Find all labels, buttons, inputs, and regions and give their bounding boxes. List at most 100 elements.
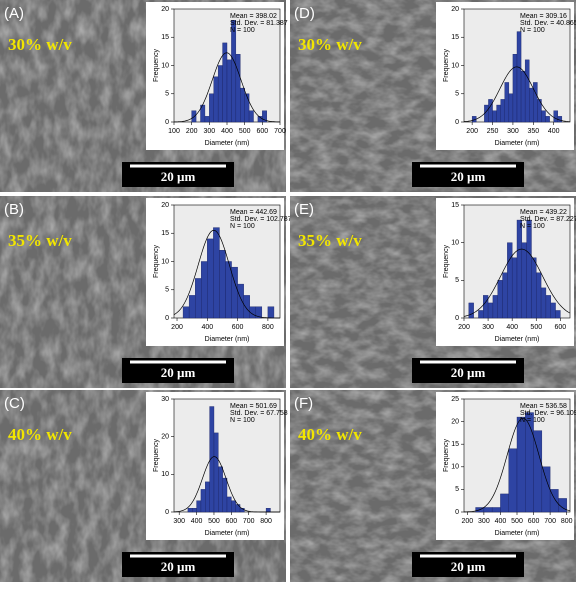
histogram-bar <box>496 104 501 123</box>
histogram-bar <box>213 432 219 513</box>
y-tick-label: 15 <box>451 202 459 209</box>
fit-curve <box>463 66 571 123</box>
panel: (E) 35% w/v 20 µm 0 5 10 15 200 300 400 500 600 Diam… <box>290 196 576 388</box>
histogram-bar <box>267 306 275 319</box>
histogram-bar <box>484 104 489 123</box>
histogram-bar <box>265 508 271 513</box>
statistic: N = 100 <box>230 223 255 230</box>
histogram-bar <box>244 93 250 123</box>
y-tick-label: 0 <box>165 315 169 322</box>
x-tick-label: 300 <box>203 128 215 135</box>
histogram-bar <box>500 493 509 513</box>
histogram-bar <box>187 508 193 513</box>
panel-label: (E) <box>294 201 314 218</box>
panel: (B) 35% w/v 20 µm 0 5 10 15 20 200 400 600 800 Diame… <box>0 196 292 388</box>
scale-bar-label: 20 µm <box>451 365 486 380</box>
scale-bar-label: 20 µm <box>451 169 486 184</box>
histogram-bar <box>200 489 206 513</box>
histogram-bar <box>201 261 208 319</box>
y-tick-label: 15 <box>451 441 459 448</box>
x-tick-label: 600 <box>256 128 268 135</box>
y-tick-label: 5 <box>455 277 459 284</box>
y-axis-label: Frequency <box>153 438 160 472</box>
histogram-bar <box>217 65 223 123</box>
x-axis-label: Diameter (nm) <box>205 530 250 537</box>
histogram-bar <box>507 242 513 319</box>
statistic: Std. Dev. = 81.387 <box>230 20 288 27</box>
panel-label: (C) <box>4 395 25 412</box>
panel-label: (A) <box>4 5 24 22</box>
y-tick-label: 10 <box>161 62 169 69</box>
histogram-bar <box>541 110 546 123</box>
statistic: Std. Dev. = 87.227 <box>520 216 576 223</box>
statistic: Std. Dev. = 40.865 <box>520 20 576 27</box>
x-tick-label: 800 <box>561 518 573 525</box>
panel-label: (B) <box>4 201 24 218</box>
histogram-bar <box>262 110 267 123</box>
histogram-bar <box>502 272 508 319</box>
y-tick-label: 5 <box>455 91 459 98</box>
x-tick-label: 200 <box>458 324 470 331</box>
y-tick-label: 20 <box>451 418 459 425</box>
y-tick-label: 15 <box>161 230 169 237</box>
histogram-bar <box>196 500 202 513</box>
histogram-bar <box>558 498 567 513</box>
panel: (F) 40% w/v 20 µm 0 5 10 15 20 25 200 300 400 500 600… <box>290 390 576 582</box>
statistic: Std. Dev. = 67.758 <box>230 410 288 417</box>
x-tick-label: 700 <box>243 518 255 525</box>
x-tick-label: 400 <box>506 324 518 331</box>
x-tick-label: 800 <box>260 518 272 525</box>
x-tick-label: 300 <box>173 518 185 525</box>
x-tick-label: 200 <box>186 128 198 135</box>
x-tick-label: 100 <box>168 128 180 135</box>
histogram-bar <box>487 302 494 319</box>
y-axis-label: Frequency <box>153 48 160 82</box>
histogram-bar <box>209 93 214 123</box>
histogram-bar <box>550 302 556 319</box>
x-axis-label: Diameter (nm) <box>495 140 540 147</box>
statistic: Mean = 536.58 <box>520 403 567 410</box>
histogram-bar <box>218 466 223 513</box>
fit-curve <box>173 52 281 123</box>
histogram-bar <box>520 70 526 123</box>
y-tick-label: 0 <box>455 509 459 516</box>
y-axis-label: Frequency <box>443 244 450 278</box>
histogram-bar <box>500 99 505 123</box>
y-tick-label: 10 <box>451 240 459 247</box>
panel-label: (F) <box>294 395 313 412</box>
histogram-bar <box>483 295 489 319</box>
histogram-bar <box>231 500 236 513</box>
histogram-bar <box>516 31 522 123</box>
concentration-label: 35% w/v <box>298 231 362 250</box>
histogram-bar <box>511 257 518 319</box>
y-tick-label: 5 <box>165 287 169 294</box>
x-tick-label: 800 <box>262 324 274 331</box>
y-tick-label: 5 <box>455 486 459 493</box>
x-tick-label: 400 <box>201 324 213 331</box>
x-tick-label: 400 <box>191 518 203 525</box>
y-tick-label: 25 <box>451 396 459 403</box>
y-tick-label: 20 <box>161 6 169 13</box>
fit-curve <box>463 248 571 317</box>
histogram-bar <box>478 310 484 319</box>
histogram-bar <box>237 283 244 319</box>
x-axis-label: Diameter (nm) <box>495 530 540 537</box>
histogram-bar <box>204 116 210 123</box>
histogram-bar <box>533 430 543 513</box>
panel: (C) 40% w/v 20 µm 0 10 20 30 300 400 500 600 700 800… <box>0 390 288 582</box>
y-tick-label: 10 <box>451 62 459 69</box>
y-tick-label: 15 <box>161 34 169 41</box>
histogram-bar <box>213 227 220 319</box>
histogram-bar <box>191 110 197 123</box>
histogram-bar <box>194 278 202 319</box>
statistic: N = 100 <box>520 417 545 424</box>
y-axis-label: Frequency <box>443 438 450 472</box>
histogram-bar <box>235 504 241 513</box>
y-tick-label: 0 <box>165 119 169 126</box>
concentration-label: 30% w/v <box>298 35 362 54</box>
concentration-label: 40% w/v <box>8 425 72 444</box>
y-tick-label: 15 <box>451 34 459 41</box>
panel: (A) 30% w/v 20 µm 0 5 10 15 20 100 200 300 400 500 60… <box>0 0 288 192</box>
x-tick-label: 500 <box>511 518 523 525</box>
statistic: Mean = 398.02 <box>230 13 277 20</box>
